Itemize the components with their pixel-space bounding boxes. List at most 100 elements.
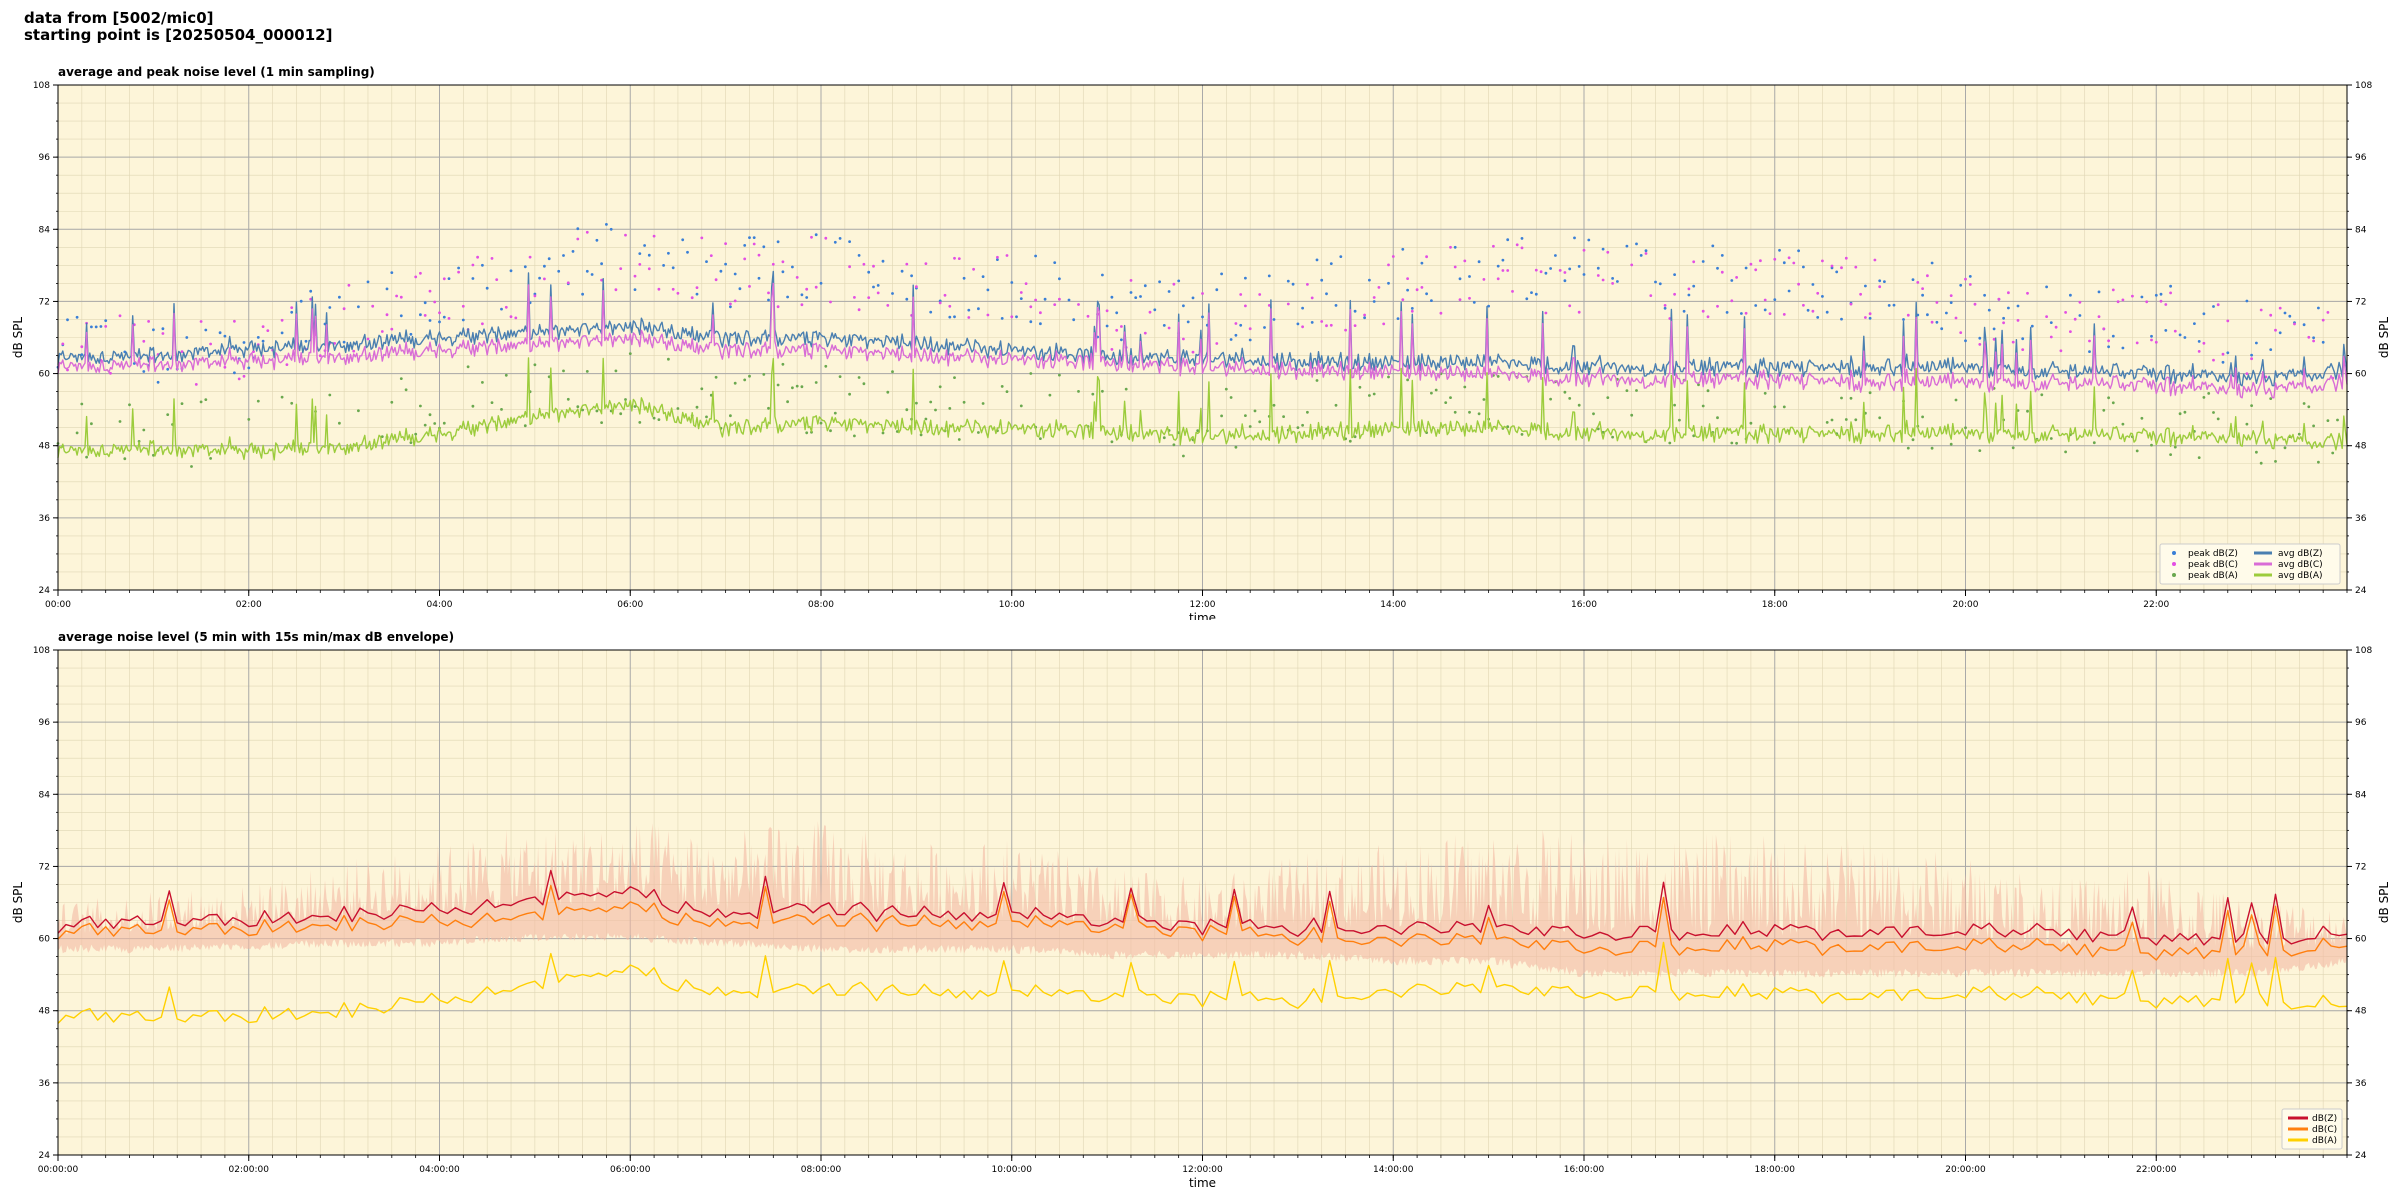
- scatter-point: [2212, 305, 2215, 308]
- scatter-point: [481, 322, 484, 326]
- scatter-point: [681, 238, 685, 242]
- scatter-point: [638, 252, 642, 256]
- scatter-point: [619, 267, 623, 270]
- scatter-point: [1592, 412, 1595, 416]
- scatter-point: [2107, 345, 2111, 349]
- x-tick-label: 00:00: [45, 600, 71, 610]
- scatter-point: [1534, 268, 1538, 272]
- scatter-point: [633, 288, 637, 291]
- scatter-point: [1072, 318, 1076, 322]
- scatter-point: [1549, 267, 1552, 270]
- scatter-point: [2283, 311, 2287, 315]
- scatter-point: [810, 235, 813, 239]
- scatter-point: [1086, 314, 1090, 318]
- x-tick-label: 04:00: [427, 600, 453, 610]
- scatter-point: [1773, 298, 1777, 301]
- scatter-point: [419, 404, 422, 408]
- scatter-point: [771, 262, 775, 266]
- scatter-point: [1201, 315, 1204, 319]
- scatter-point: [2150, 334, 2153, 338]
- scatter-point: [261, 325, 265, 328]
- scatter-point: [1496, 277, 1500, 281]
- scatter-point: [428, 319, 432, 322]
- scatter-point: [1043, 297, 1047, 301]
- scatter-point: [814, 381, 818, 384]
- scatter-point: [857, 308, 861, 312]
- scatter-point: [1492, 244, 1495, 248]
- scatter-point: [1921, 287, 1924, 290]
- scatter-point: [1110, 295, 1114, 299]
- scatter-point: [1830, 418, 1834, 422]
- scatter-point: [1215, 288, 1219, 292]
- legend-label: avg dB(A): [2278, 571, 2322, 581]
- scatter-point: [1453, 245, 1457, 249]
- scatter-point: [2016, 319, 2020, 322]
- scatter-point: [1825, 310, 1829, 314]
- scatter-point: [1878, 279, 1882, 283]
- scatter-point: [1258, 293, 1262, 296]
- scatter-point: [395, 294, 398, 298]
- y-tick-label: 60: [2355, 370, 2367, 380]
- scatter-point: [1763, 391, 1767, 395]
- scatter-point: [1730, 279, 1734, 282]
- scatter-point: [204, 328, 208, 332]
- scatter-point: [342, 307, 346, 311]
- scatter-point: [709, 254, 713, 257]
- scatter-point: [428, 413, 432, 417]
- y-tick-label: 96: [39, 153, 51, 163]
- scatter-point: [490, 257, 494, 260]
- scatter-point: [2197, 340, 2201, 343]
- scatter-point: [109, 371, 112, 375]
- scatter-point: [2059, 349, 2063, 353]
- scatter-point: [209, 457, 213, 460]
- scatter-point: [757, 276, 761, 280]
- scatter-point: [886, 304, 890, 307]
- chart-average-peak: average and peak noise level (1 min samp…: [11, 65, 2391, 620]
- scatter-point: [533, 294, 537, 298]
- y-axis-label-right: dB SPL: [2377, 317, 2391, 359]
- scatter-point: [1549, 397, 1552, 401]
- scatter-point: [1162, 324, 1166, 327]
- scatter-point: [762, 245, 766, 249]
- scatter-point: [500, 307, 503, 311]
- scatter-point: [2302, 402, 2306, 405]
- scatter-point: [1787, 256, 1791, 260]
- scatter-point: [1229, 396, 1233, 399]
- scatter-point: [2097, 290, 2101, 294]
- scatter-point: [523, 424, 527, 428]
- scatter-point: [1854, 418, 1858, 422]
- scatter-point: [733, 272, 737, 276]
- scatter-point: [1410, 309, 1414, 313]
- scatter-point: [2336, 418, 2339, 422]
- scatter-point: [776, 305, 780, 309]
- scatter-point: [581, 292, 584, 296]
- scatter-point: [1263, 326, 1266, 329]
- scatter-point: [2088, 339, 2091, 343]
- scatter-point: [1425, 255, 1428, 259]
- scatter-point: [318, 354, 322, 358]
- x-tick-label: 08:00: [808, 600, 834, 610]
- scatter-point: [1506, 238, 1510, 242]
- y-axis-label: dB SPL: [11, 882, 25, 924]
- scatter-point: [1420, 261, 1424, 265]
- scatter-point: [962, 276, 966, 280]
- scatter-point: [1520, 246, 1524, 250]
- scatter-point: [1487, 304, 1490, 308]
- legend: peak dB(Z)peak dB(C)peak dB(A)avg dB(Z)a…: [2159, 543, 2341, 585]
- scatter-point: [1525, 297, 1529, 301]
- scatter-point: [2226, 351, 2230, 355]
- scatter-point: [357, 305, 360, 309]
- scatter-point: [1348, 439, 1352, 443]
- scatter-point: [1644, 249, 1648, 253]
- scatter-point: [700, 236, 704, 240]
- scatter-point: [948, 304, 952, 308]
- scatter-point: [1110, 348, 1114, 351]
- scatter-point: [80, 345, 84, 349]
- scatter-point: [1816, 316, 1820, 319]
- scatter-point: [2002, 321, 2005, 325]
- y-tick-label: 24: [2355, 586, 2367, 596]
- scatter-point: [1320, 278, 1324, 282]
- scatter-point: [61, 342, 65, 346]
- scatter-point: [1930, 446, 1934, 450]
- scatter-point: [1344, 328, 1347, 332]
